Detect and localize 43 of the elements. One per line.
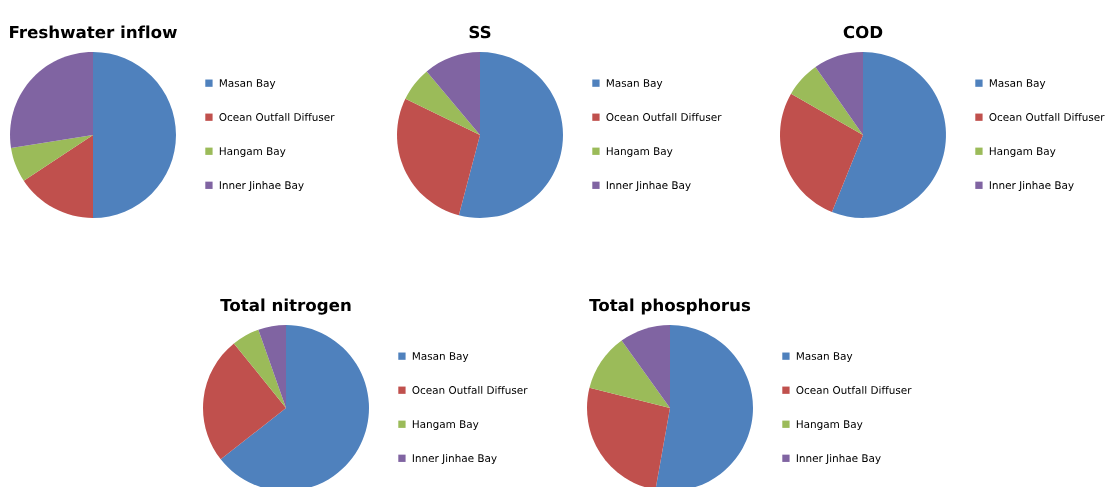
pie-slice bbox=[233, 329, 286, 408]
pie-slice bbox=[10, 52, 93, 148]
pie-slice bbox=[780, 93, 863, 212]
legend-label: Ocean Outfall Diffuser bbox=[796, 385, 912, 394]
legend-label: Ocean Outfall Diffuser bbox=[606, 112, 722, 121]
pie-slice bbox=[426, 52, 480, 135]
pie-slice bbox=[831, 52, 946, 218]
pie-slice bbox=[203, 343, 286, 460]
chart-title: SS bbox=[469, 25, 491, 39]
chart-title: Total phosphorus bbox=[589, 298, 751, 315]
legend-label: Hangam Bay bbox=[606, 147, 673, 158]
legend-label: Ocean Outfall Diffuser bbox=[412, 385, 528, 394]
pie-slice bbox=[621, 325, 670, 408]
pie-slice bbox=[458, 52, 563, 218]
pie-slice bbox=[11, 135, 93, 181]
pie-slice bbox=[93, 52, 176, 218]
legend-label: Inner Jinhae Bay bbox=[606, 181, 691, 192]
legend-label: Ocean Outfall Diffuser bbox=[219, 112, 335, 121]
legend-label: Hangam Bay bbox=[989, 147, 1056, 158]
chart-title: Freshwater inflow bbox=[10, 25, 177, 39]
legend-label: Masan Bay bbox=[606, 79, 663, 89]
legend-label: Hangam Bay bbox=[412, 420, 479, 431]
pie-slice bbox=[258, 325, 286, 408]
legend-label: Inner Jinhae Bay bbox=[412, 454, 497, 465]
legend-label: Hangam Bay bbox=[219, 147, 286, 158]
legend-label: Masan Bay bbox=[412, 352, 469, 362]
pie-slice bbox=[815, 52, 863, 135]
chart-title: COD bbox=[843, 25, 883, 39]
legend-label: Inner Jinhae Bay bbox=[219, 181, 304, 192]
chart-title: Total nitrogen bbox=[220, 298, 351, 315]
pie-slice bbox=[397, 98, 480, 216]
pie-slice bbox=[405, 71, 480, 135]
legend-label: Ocean Outfall Diffuser bbox=[989, 112, 1105, 121]
pie-slice bbox=[589, 340, 670, 408]
legend-label: Masan Bay bbox=[796, 352, 853, 362]
legend-label: Masan Bay bbox=[989, 79, 1046, 89]
legend-label: Inner Jinhae Bay bbox=[796, 454, 881, 465]
pie-slice bbox=[587, 387, 670, 487]
legend-label: Masan Bay bbox=[219, 79, 276, 89]
pie-slice bbox=[791, 66, 863, 135]
legend-label: Hangam Bay bbox=[796, 420, 863, 431]
legend-label: Inner Jinhae Bay bbox=[989, 181, 1074, 192]
pie-slice bbox=[23, 135, 93, 218]
